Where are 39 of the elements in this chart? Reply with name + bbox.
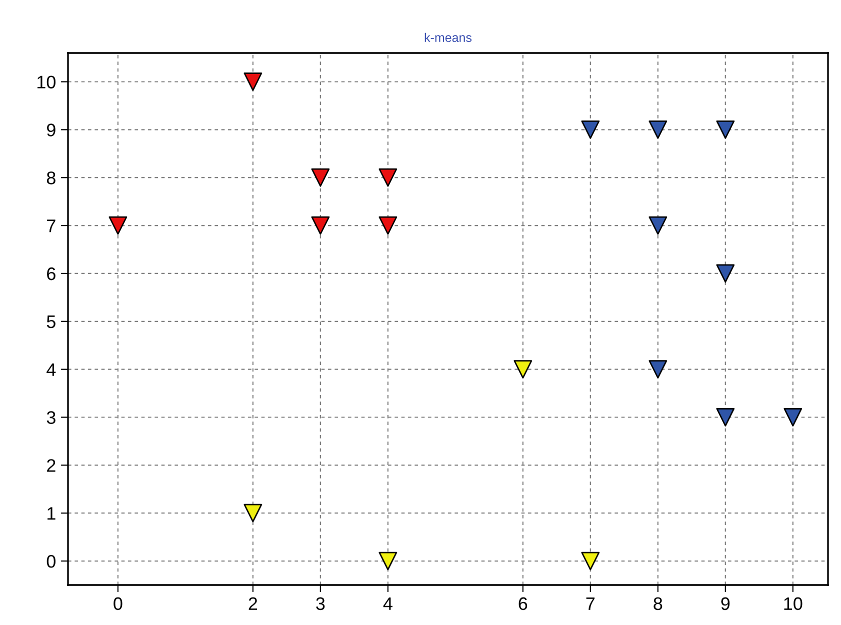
y-tick-label: 1 — [48, 507, 56, 520]
point — [648, 360, 668, 379]
point — [581, 552, 600, 570]
point — [244, 504, 262, 522]
point — [716, 264, 735, 283]
point — [378, 168, 398, 187]
point — [648, 216, 668, 235]
y-tick-label: 10 — [37, 76, 56, 88]
point — [244, 72, 262, 91]
y-tick-label: 2 — [47, 459, 56, 472]
x-tick-label: 9 — [721, 597, 730, 610]
y-tick-label: 4 — [46, 363, 56, 376]
y-tick-label: 5 — [46, 316, 56, 328]
x-tick-label: 6 — [518, 597, 528, 610]
point — [581, 120, 600, 139]
point — [784, 408, 802, 426]
point — [378, 552, 398, 570]
y-tick-label: 9 — [47, 124, 56, 136]
point — [108, 216, 128, 235]
x-tick-label: 7 — [586, 597, 595, 610]
x-tick-label: 3 — [316, 597, 325, 610]
x-tick-label: 10 — [784, 597, 802, 610]
y-tick-label: 6 — [47, 267, 56, 280]
point — [514, 360, 532, 379]
point — [716, 120, 735, 139]
point — [378, 216, 398, 235]
point — [716, 408, 735, 426]
point — [648, 120, 668, 139]
y-tick-label: 3 — [46, 411, 56, 424]
x-tick-label: 0 — [114, 597, 122, 610]
point — [311, 216, 330, 235]
y-tick-label: 0 — [46, 554, 56, 568]
x-tick-label: 4 — [383, 597, 392, 610]
point — [311, 168, 330, 187]
x-tick-label: 8 — [654, 597, 662, 610]
x-tick-label: 2 — [248, 597, 258, 610]
chart-title: k-means — [424, 32, 472, 42]
y-tick-label: 8 — [46, 172, 56, 184]
y-tick-label: 7 — [47, 220, 56, 232]
